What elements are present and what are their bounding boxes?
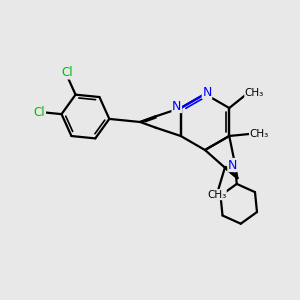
Text: Cl: Cl — [61, 66, 73, 79]
Text: CH₃: CH₃ — [207, 190, 226, 200]
Text: Cl: Cl — [34, 106, 46, 118]
Text: N: N — [172, 100, 182, 112]
Text: CH₃: CH₃ — [250, 129, 269, 139]
Text: N: N — [202, 85, 212, 98]
Text: CH₃: CH₃ — [245, 88, 264, 98]
Text: N: N — [228, 158, 237, 172]
